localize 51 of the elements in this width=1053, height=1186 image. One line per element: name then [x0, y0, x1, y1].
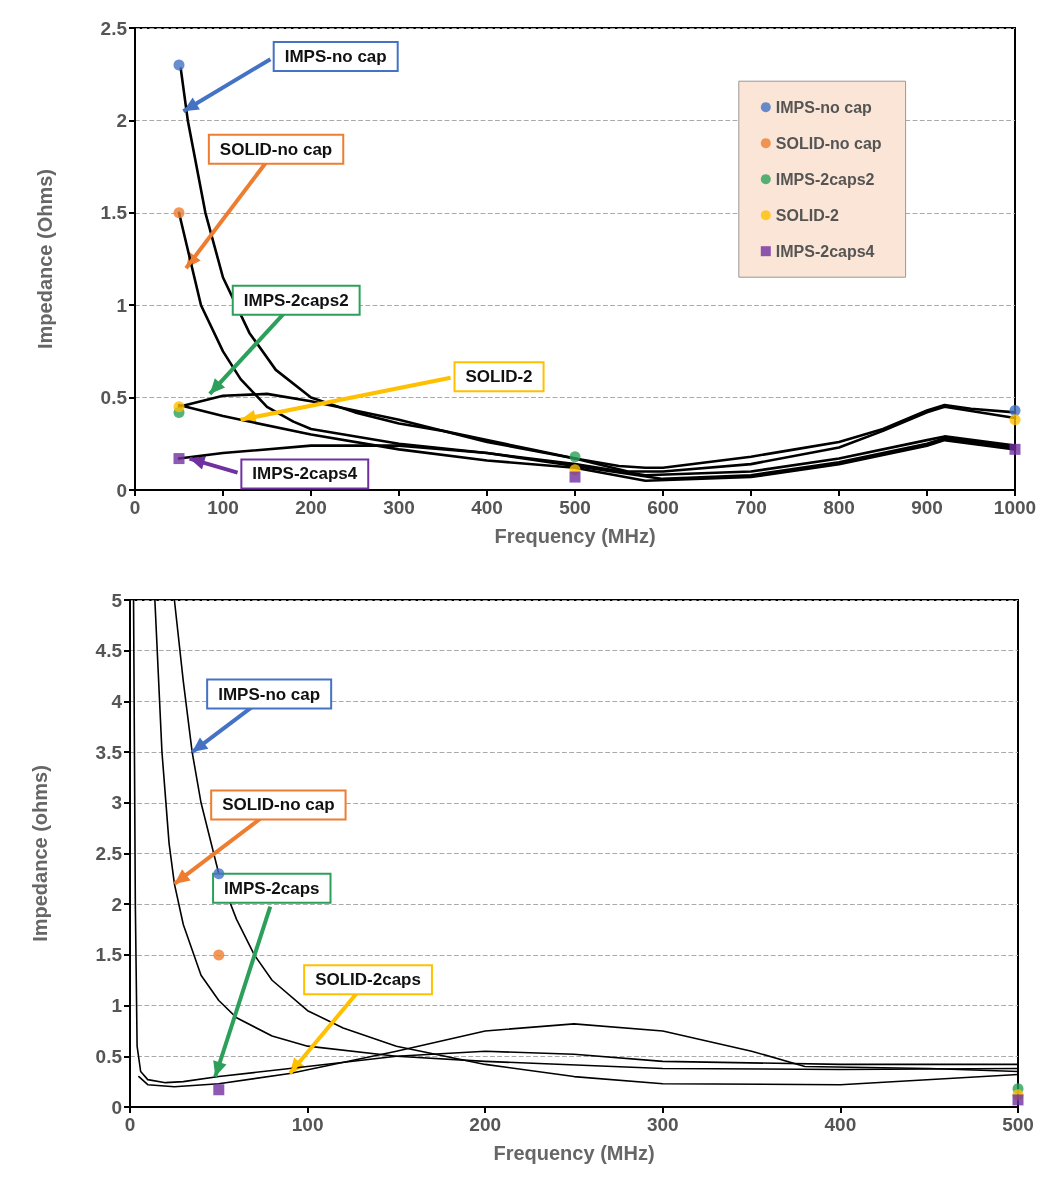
y-tick-label: 4 [111, 690, 123, 712]
y-tick-label: 3 [111, 792, 122, 814]
x-tick-label: 700 [735, 497, 767, 518]
y-tick-label: 1 [116, 294, 128, 316]
y-tick-label: 2.5 [100, 17, 128, 39]
annotation: SOLID-no cap [222, 795, 335, 815]
y-tick-label: 0.5 [95, 1045, 123, 1067]
y-tick-label: 2 [116, 109, 127, 131]
annotation: IMPS-2caps [224, 878, 320, 898]
y-tick-label: 0 [111, 1096, 122, 1118]
x-tick-label: 100 [291, 1114, 324, 1135]
x-tick-label: 400 [471, 497, 503, 518]
x-axis-title: Frequency (MHz) [494, 525, 656, 547]
x-tick-label: 900 [911, 497, 943, 518]
y-axis-title: Impedance (Ohms) [34, 168, 56, 350]
y-tick-label: 3.5 [95, 741, 123, 763]
x-tick-label: 300 [383, 497, 415, 518]
y-tick-label: 0 [116, 479, 127, 501]
legend-label: SOLID-no cap [775, 134, 882, 152]
x-tick-label: 300 [646, 1114, 679, 1135]
annotation: SOLID-2caps [315, 970, 421, 990]
y-tick-label: 4.5 [95, 640, 123, 662]
y-tick-label: 1.5 [100, 202, 128, 224]
annotation: IMPS-no cap [218, 684, 321, 704]
x-tick-label: 200 [469, 1114, 502, 1135]
y-tick-label: 1.5 [95, 944, 123, 966]
y-tick-label: 5 [111, 589, 123, 611]
x-tick-label: 600 [647, 497, 679, 518]
legend-label: IMPS-2caps4 [775, 242, 875, 260]
x-tick-label: 100 [207, 497, 239, 518]
y-tick-label: 0.5 [100, 387, 128, 409]
legend-label: SOLID-2 [775, 206, 840, 224]
x-tick-label: 1000 [993, 497, 1037, 518]
annotation: IMPS-2caps2 [243, 290, 349, 310]
annotation: SOLID-no cap [219, 139, 333, 159]
y-tick-label: 2.5 [95, 843, 123, 864]
x-tick-label: 400 [824, 1114, 857, 1135]
y-tick-label: 2 [111, 893, 122, 915]
x-tick-label: 500 [1002, 1114, 1034, 1135]
x-tick-label: 800 [823, 497, 855, 518]
y-tick-label: 1 [111, 995, 123, 1017]
y-axis-title: Impedance (ohms) [29, 765, 51, 942]
legend-label: IMPS-no cap [775, 98, 873, 116]
x-tick-label: 200 [295, 497, 327, 518]
annotation: IMPS-2caps4 [252, 464, 358, 484]
x-tick-label: 0 [129, 497, 141, 518]
annotation: SOLID-2 [465, 367, 533, 387]
legend-label: IMPS-2caps2 [775, 170, 875, 188]
x-tick-label: 500 [559, 497, 591, 518]
x-axis-title: Frequency (MHz) [493, 1142, 655, 1164]
annotation: IMPS-no cap [284, 47, 387, 67]
